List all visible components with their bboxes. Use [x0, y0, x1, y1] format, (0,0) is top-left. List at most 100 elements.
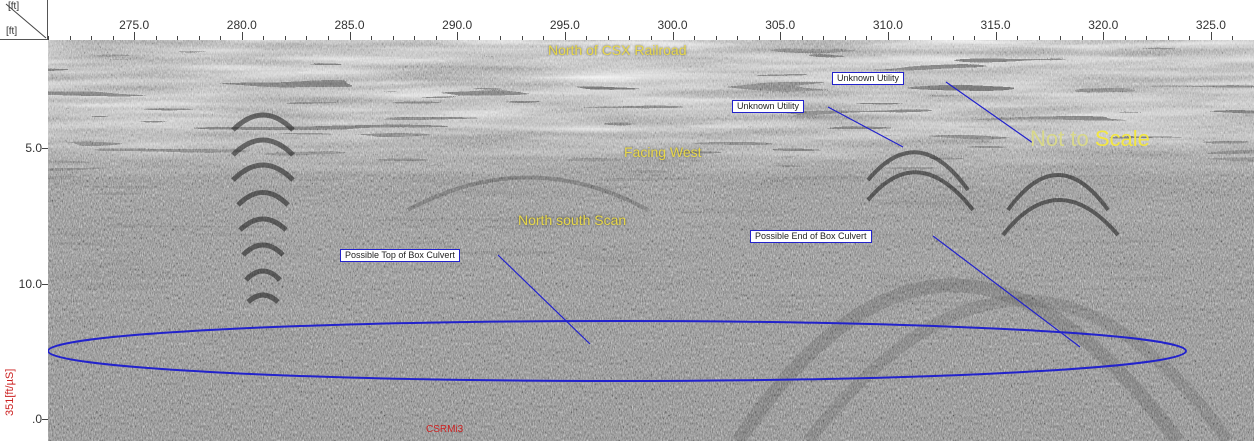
x-tick-mark [909, 36, 911, 40]
x-tick-label: 310.0 [872, 18, 903, 32]
x-tick-mark [1038, 36, 1040, 40]
x-tick-mark [134, 32, 136, 40]
vertical-depth-ruler: 351[ft/µS] 5.0 10.0 .0 [0, 40, 49, 441]
x-tick-label: 280.0 [226, 18, 257, 32]
x-tick-mark [521, 36, 523, 40]
x-tick-mark [1189, 36, 1191, 40]
x-tick-mark [371, 36, 373, 40]
x-tick-mark [995, 32, 997, 40]
x-tick-mark [651, 36, 652, 40]
x-tick-mark [91, 36, 93, 40]
x-tick-mark [629, 36, 631, 40]
scan-direction-label: North south Scan [518, 212, 627, 228]
x-tick-label: 275.0 [119, 18, 150, 32]
horizontal-distance-ruler: 275.0 280.0 285.0 290.0 295.0 300.0 305.0 310.0… [48, 0, 1254, 41]
x-tick-mark [435, 36, 437, 40]
x-tick-mark [866, 36, 868, 40]
x-tick-mark [1124, 36, 1126, 40]
x-tick-mark [930, 36, 932, 40]
x-tick-mark [349, 32, 351, 40]
y-tick-label: 10.0 [18, 276, 42, 291]
x-tick-label: 325.0 [1195, 18, 1226, 32]
x-tick-mark [198, 36, 200, 40]
end-of-culvert-label: Possible End of Box Culvert [750, 230, 872, 243]
y-tick-label: .0 [31, 412, 42, 427]
x-tick-mark [478, 36, 480, 40]
x-tick-label: 305.0 [765, 18, 796, 32]
x-tick-mark [284, 36, 286, 40]
x-tick-mark [607, 36, 609, 40]
x-tick-label: 285.0 [334, 18, 365, 32]
survey-location-label: North of CSX Railroad [548, 42, 687, 58]
x-tick-mark [780, 32, 782, 40]
x-tick-mark [801, 36, 803, 40]
corner-diagonal [5, 3, 47, 39]
x-tick-mark [823, 36, 825, 40]
corner-top-unit: [ft] [8, 1, 20, 12]
x-tick-label: 320.0 [1088, 18, 1119, 32]
x-tick-mark [177, 36, 179, 40]
x-tick-mark [1210, 32, 1212, 40]
x-tick-mark [737, 36, 739, 40]
x-tick-mark [457, 32, 459, 40]
utility-1-leader [945, 81, 1034, 144]
radargram-image [48, 40, 1254, 441]
corner-left-unit: [ft] [6, 26, 18, 37]
x-tick-mark [241, 32, 243, 40]
box-culvert-ellipse [48, 320, 1187, 382]
x-tick-mark [1232, 36, 1234, 40]
x-tick-mark [758, 36, 760, 40]
x-tick-label: 295.0 [549, 18, 580, 32]
x-tick-mark [844, 36, 846, 40]
scale-note: Not to Scale [1030, 126, 1150, 152]
x-tick-mark [220, 36, 222, 40]
x-tick-mark [887, 32, 889, 40]
utility-2-leader [827, 106, 904, 148]
unknown-utility-label-2: Unknown Utility [732, 100, 805, 113]
bottom-marker-label: CSRMi3 [426, 424, 464, 435]
y-tick-mark [42, 148, 48, 150]
y-tick-mark [42, 419, 48, 421]
x-tick-mark [586, 36, 588, 40]
axis-corner: [ft] [ft] [0, 0, 48, 40]
top-culvert-leader [497, 254, 591, 345]
x-tick-mark [1060, 36, 1062, 40]
annotation-lines [48, 81, 1187, 382]
x-tick-mark [715, 36, 717, 40]
x-tick-mark [1081, 36, 1083, 40]
top-of-culvert-label: Possible Top of Box Culvert [340, 249, 460, 262]
y-tick-label: 5.0 [25, 141, 42, 156]
x-tick-mark [672, 32, 674, 40]
x-tick-mark [952, 36, 954, 40]
x-tick-mark [1103, 32, 1105, 40]
x-tick-mark [500, 36, 502, 40]
x-tick-mark [414, 36, 416, 40]
x-tick-mark [155, 36, 157, 40]
x-tick-mark [974, 36, 976, 40]
gpr-radargram [48, 40, 1254, 441]
x-tick-label: 300.0 [657, 18, 688, 32]
x-tick-mark [564, 32, 566, 40]
end-culvert-leader [932, 235, 1081, 348]
x-tick-mark [543, 36, 545, 40]
scale-note-part1: Not to [1030, 126, 1095, 151]
annotation-overlay: North of CSX Railroad Facing West North … [48, 40, 1254, 441]
x-tick-mark [263, 36, 265, 40]
x-tick-mark [392, 36, 394, 40]
x-tick-mark [1146, 36, 1148, 40]
y-tick-mark [42, 283, 48, 285]
x-tick-mark [694, 36, 696, 40]
unknown-utility-label-1: Unknown Utility [832, 72, 905, 85]
x-tick-mark [1167, 36, 1169, 40]
x-tick-label: 315.0 [980, 18, 1011, 32]
facing-direction-label: Facing West [624, 144, 702, 160]
x-tick-mark [69, 36, 71, 40]
x-tick-mark [327, 36, 329, 40]
x-tick-mark [112, 36, 114, 40]
x-tick-mark [48, 36, 49, 40]
x-tick-mark [1017, 36, 1019, 40]
x-tick-label: 290.0 [442, 18, 473, 32]
velocity-label: 351[ft/µS] [4, 368, 16, 416]
scale-note-part2: Scale [1094, 126, 1150, 151]
x-tick-mark [306, 36, 308, 40]
